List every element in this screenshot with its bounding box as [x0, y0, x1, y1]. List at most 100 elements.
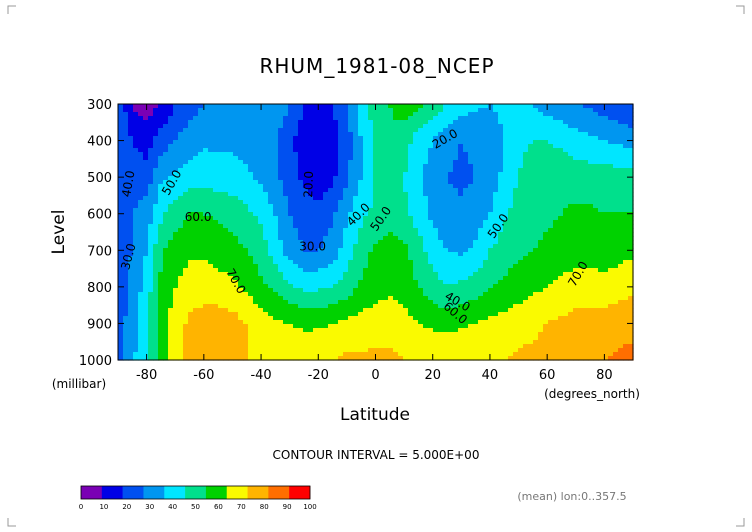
field-cell — [588, 228, 594, 233]
field-cell — [248, 188, 254, 193]
field-cell — [608, 264, 614, 269]
field-cell — [353, 152, 359, 157]
field-cell — [608, 232, 614, 237]
field-cell — [278, 276, 284, 281]
field-cell — [348, 296, 354, 301]
field-cell — [148, 168, 154, 173]
field-cell — [213, 108, 219, 113]
field-cell — [388, 188, 394, 193]
field-cell — [293, 208, 299, 213]
field-cell — [348, 160, 354, 165]
field-cell — [483, 284, 489, 289]
field-cell — [538, 160, 544, 165]
field-cell — [283, 120, 289, 125]
field-cell — [483, 240, 489, 245]
field-cell — [563, 220, 569, 225]
field-cell — [168, 176, 174, 181]
field-cell — [363, 168, 369, 173]
field-cell — [253, 148, 259, 153]
field-cell — [443, 228, 449, 233]
field-cell — [418, 240, 424, 245]
field-cell — [213, 204, 219, 209]
field-cell — [198, 244, 204, 249]
field-cell — [213, 168, 219, 173]
field-cell — [518, 144, 524, 149]
field-cell — [468, 256, 474, 261]
field-cell — [318, 200, 324, 205]
field-cell — [533, 196, 539, 201]
field-cell — [188, 236, 194, 241]
field-cell — [558, 248, 564, 253]
field-cell — [573, 184, 579, 189]
field-cell — [313, 228, 319, 233]
field-cell — [548, 116, 554, 121]
field-cell — [498, 180, 504, 185]
field-cell — [253, 160, 259, 165]
field-cell — [323, 292, 329, 297]
field-cell — [153, 200, 159, 205]
field-cell — [278, 176, 284, 181]
field-cell — [213, 220, 219, 225]
field-cell — [388, 180, 394, 185]
field-cell — [193, 172, 199, 177]
field-cell — [338, 148, 344, 153]
field-cell — [203, 160, 209, 165]
field-cell — [373, 172, 379, 177]
field-cell — [258, 216, 264, 221]
field-cell — [563, 224, 569, 229]
field-cell — [423, 208, 429, 213]
field-cell — [293, 188, 299, 193]
field-cell — [263, 104, 269, 109]
field-cell — [603, 192, 609, 197]
field-cell — [208, 296, 214, 301]
field-cell — [138, 172, 144, 177]
field-cell — [213, 152, 219, 157]
field-cell — [488, 164, 494, 169]
field-cell — [318, 168, 324, 173]
field-cell — [188, 188, 194, 193]
field-cell — [358, 116, 364, 121]
field-cell — [553, 116, 559, 121]
field-cell — [373, 268, 379, 273]
field-cell — [353, 160, 359, 165]
field-cell — [303, 268, 309, 273]
field-cell — [263, 260, 269, 265]
field-cell — [523, 148, 529, 153]
field-cell — [368, 212, 374, 217]
field-cell — [203, 232, 209, 237]
field-cell — [463, 284, 469, 289]
field-cell — [118, 140, 124, 145]
field-cell — [543, 252, 549, 257]
field-cell — [358, 272, 364, 277]
field-cell — [613, 140, 619, 145]
field-cell — [263, 240, 269, 245]
field-cell — [523, 108, 529, 113]
field-cell — [423, 268, 429, 273]
field-cell — [573, 252, 579, 257]
field-cell — [393, 136, 399, 141]
field-cell — [228, 148, 234, 153]
field-cell — [488, 156, 494, 161]
field-cell — [573, 180, 579, 185]
field-cell — [323, 236, 329, 241]
field-cell — [313, 144, 319, 149]
field-cell — [183, 112, 189, 117]
field-cell — [573, 108, 579, 113]
field-cell — [398, 184, 404, 189]
field-cell — [363, 120, 369, 125]
field-cell — [443, 108, 449, 113]
field-cell — [578, 200, 584, 205]
field-cell — [503, 176, 509, 181]
field-cell — [163, 216, 169, 221]
field-cell — [623, 192, 629, 197]
field-cell — [143, 168, 149, 173]
field-cell — [128, 192, 134, 197]
field-cell — [193, 148, 199, 153]
field-cell — [623, 268, 629, 273]
field-cell — [433, 200, 439, 205]
field-cell — [353, 104, 359, 109]
field-cell — [398, 228, 404, 233]
field-cell — [243, 296, 249, 301]
field-cell — [543, 188, 549, 193]
field-cell — [173, 204, 179, 209]
